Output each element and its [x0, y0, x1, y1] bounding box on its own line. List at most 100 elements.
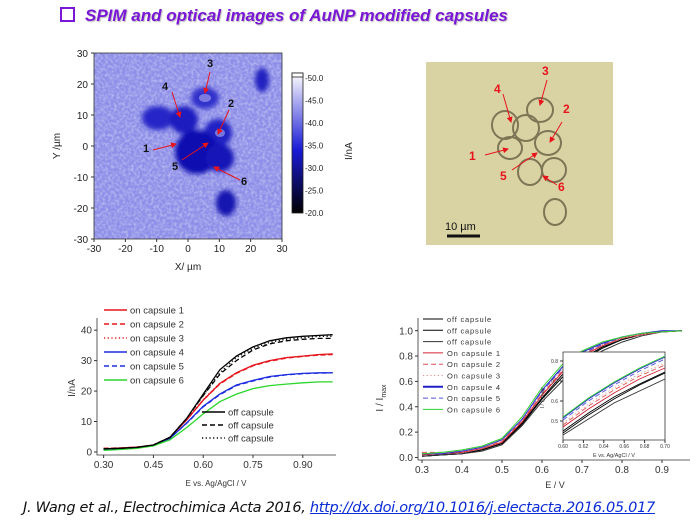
legend-label: on capsule 4	[130, 348, 184, 359]
y-axis-label: I / Imax	[375, 384, 388, 412]
x-tick-label: 0.30	[94, 460, 114, 471]
x-tick-label: 0.75	[243, 460, 263, 471]
y-tick-label: 20	[81, 387, 93, 398]
legend-label: off capsule	[447, 315, 492, 324]
spim-marker-6: 6	[241, 176, 247, 188]
legend-label: off capsule	[228, 434, 274, 445]
series-line-6	[103, 381, 333, 452]
legend-label: On capsule 3	[447, 372, 501, 381]
axes-frame	[562, 351, 666, 441]
chart-normalized-current: 0.3 0.4 0.5 0.6 0.7 0.8 0.9 0.0 0.2 0.4 0.6 0.8 1.0 E…	[375, 315, 690, 490]
inset-y-axis-label: I / I_max	[540, 387, 546, 408]
legend-label: off capsule	[228, 408, 274, 419]
series-line-2	[562, 371, 666, 432]
axes-frame	[96, 318, 336, 456]
y-tick-label: 0.8	[399, 352, 413, 363]
x-tick-label: 0.70	[660, 444, 670, 450]
x-tick-label: 0.68	[640, 444, 650, 450]
y-axis-label: Y /µm	[52, 133, 63, 159]
checkbox-bullet-icon	[60, 7, 75, 22]
x-tick-label: 0.60	[193, 460, 213, 471]
spim-marker-2: 2	[228, 98, 234, 110]
citation-text: J. Wang et al., Electrochimica Acta 2016…	[23, 500, 310, 516]
y-tick-label: 0.5	[551, 419, 558, 425]
scale-bar-label: 10 µm	[445, 221, 476, 233]
x-tick-label: 0.62	[579, 444, 589, 450]
legend-label: off capsule	[447, 338, 492, 347]
doi-link[interactable]: http://dx.doi.org/10.1016/j.electacta.20…	[309, 500, 655, 516]
spim-image	[93, 52, 283, 240]
legend-label: off capsule	[447, 326, 492, 335]
series-line-9	[562, 355, 666, 418]
spim-axes: -30-30 -20 -20 -10 -10 0 0 10 10 20 20 30 30 X/ µm Y /…	[52, 49, 288, 273]
y-tick-label: 10	[77, 111, 89, 122]
y-tick-label: -30	[74, 235, 89, 246]
optical-marker-5: 5	[500, 169, 507, 183]
y-axis-label-sub: max	[381, 384, 388, 398]
legend-label: on capsule 5	[130, 362, 184, 373]
citation: J. Wang et al., Electrochimica Acta 2016…	[23, 500, 655, 516]
spim-colorbar	[291, 72, 304, 214]
y-axis-label: I/nA	[67, 379, 78, 397]
series-line-8	[562, 358, 666, 421]
x-axis-label: X/ µm	[175, 262, 201, 273]
optical-marker-4: 4	[494, 82, 501, 96]
legend-label: On capsule 1	[447, 349, 501, 358]
legend-label: On capsule 6	[447, 405, 501, 414]
series-line-9	[103, 335, 333, 450]
x-tick-label: -20	[118, 244, 133, 255]
optical-marker-3: 3	[542, 64, 549, 78]
x-tick-label: 20	[245, 244, 257, 255]
y-tick-label: 0.7	[551, 379, 558, 385]
x-tick-label: 0.5	[495, 465, 509, 476]
x-tick-label: 0.64	[599, 444, 609, 450]
legend-label: off capsule	[228, 421, 274, 432]
y-tick-label: 0.8	[551, 359, 558, 365]
y-tick-label: -20	[74, 204, 89, 215]
x-axis-label: E vs. Ag/AgCl / V	[186, 479, 248, 488]
optical-annotations: 3 2 4 1 5 6	[469, 64, 570, 194]
colorbar-tick-label: -35.0	[305, 142, 324, 151]
y-tick-label: -10	[74, 173, 89, 184]
optical-marker-1: 1	[469, 149, 476, 163]
y-tick-label: 30	[81, 356, 93, 367]
x-tick-label: 0.3	[415, 465, 429, 476]
series-line-5	[562, 364, 666, 426]
x-axis-label: E / V	[545, 480, 565, 490]
y-tick-label: 1.0	[399, 326, 413, 337]
slide-title: SPIM and optical images of AuNP modified…	[60, 6, 508, 26]
x-tick-label: -10	[149, 244, 164, 255]
inset-chart: 0.60 0.62 0.64 0.66 0.68 0.70 0.5 0.6 0.7 0.8 E vs…	[540, 351, 670, 459]
inset-x-axis-label: E vs. Ag/AgCl / V	[593, 453, 635, 459]
y-tick-label: 40	[81, 326, 93, 337]
legend-label: On capsule 4	[447, 383, 501, 392]
title-text: SPIM and optical images of AuNP modified…	[85, 6, 508, 25]
legend-label: On capsule 5	[447, 394, 501, 403]
optical-image: 10 µm	[426, 62, 613, 245]
colorbar-tick-label: -25.0	[305, 187, 324, 196]
y-tick-label: 0.0	[399, 453, 413, 464]
legend-label: on capsule 6	[130, 376, 184, 387]
x-tick-label: 30	[276, 244, 288, 255]
series-line-9	[421, 330, 683, 455]
series-line-3	[421, 330, 683, 457]
colorbar-tick-label: -40.0	[305, 119, 324, 128]
colorbar-ticks: -50.0 -45.0 -40.0 -35.0 -30.0 -25.0 -20.0	[305, 74, 324, 218]
series-line-2	[103, 353, 333, 449]
series-line-6	[562, 362, 666, 424]
series-line-3	[562, 378, 666, 436]
legend-label: on capsule 2	[130, 320, 184, 331]
x-tick-label: 0.60	[558, 444, 568, 450]
y-tick-label: 0.6	[551, 399, 558, 405]
x-tick-label: 10	[214, 244, 226, 255]
series-line-8	[103, 337, 333, 450]
y-tick-label: 0.6	[399, 377, 413, 388]
colorbar-tick-label: -50.0	[305, 74, 324, 83]
legend-label: On capsule 2	[447, 360, 501, 369]
capsule-outlines	[491, 97, 567, 226]
optical-marker-6: 6	[558, 180, 565, 194]
x-tick-label: 0.6	[535, 465, 549, 476]
y-tick-label: 20	[77, 80, 89, 91]
